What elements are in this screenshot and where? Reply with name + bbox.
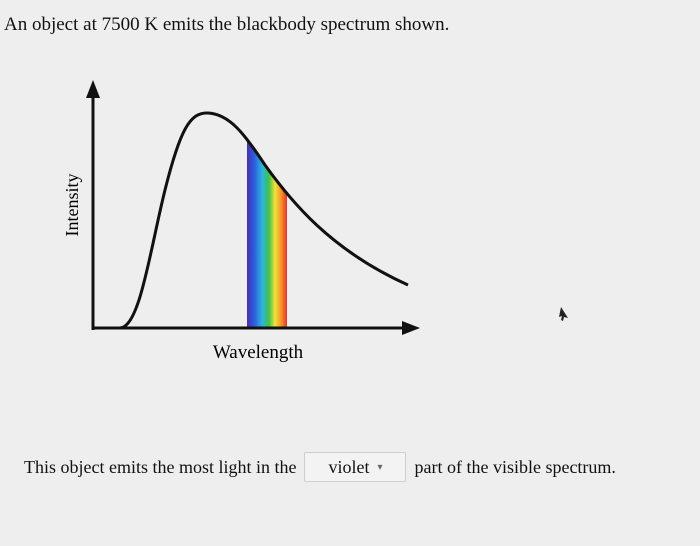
answer-suffix: part of the visible spectrum.	[414, 456, 616, 477]
answer-dropdown[interactable]: violet ▾	[304, 452, 407, 482]
dropdown-caret: ▾	[377, 461, 383, 473]
answer-prefix: This object emits the most light in the	[24, 456, 297, 477]
y-arrow	[86, 80, 100, 98]
cursor	[559, 307, 568, 321]
y-axis-label: Intensity	[62, 174, 82, 237]
spectrum-curve	[95, 111, 409, 330]
x-axis-label: Wavelength	[213, 342, 304, 363]
dropdown-value: violet	[328, 456, 370, 477]
visible-band	[247, 112, 287, 328]
question-text: An object at 7500 K emits the blackbody …	[4, 14, 450, 35]
answer-sentence: This object emits the most light in the …	[24, 452, 616, 482]
x-arrow	[402, 321, 420, 335]
